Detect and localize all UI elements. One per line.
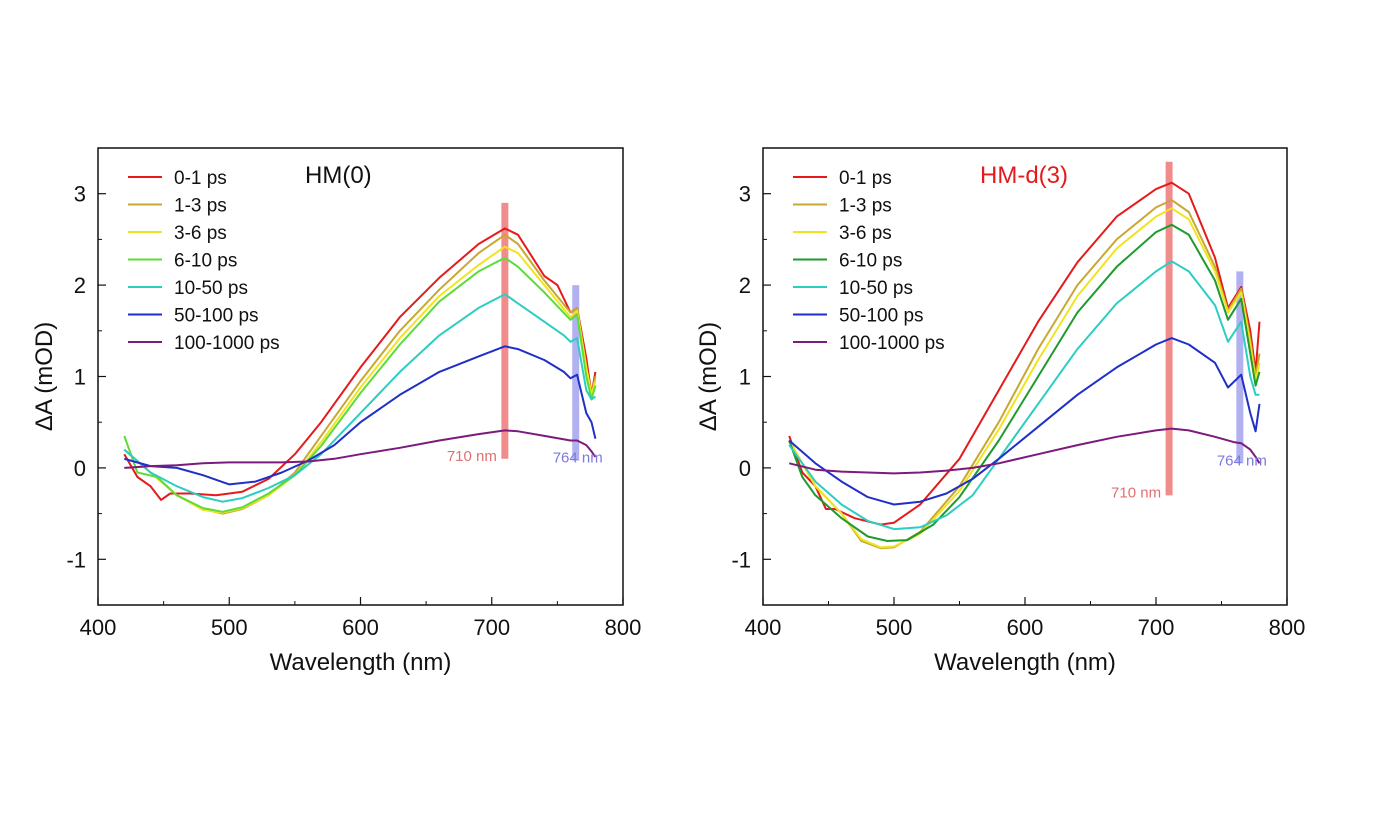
x-axis-title: Wavelength (nm) [934,649,1116,676]
series-line-3-6ps [788,207,1261,549]
series-line-50-100ps [788,337,1261,506]
series-line-10-50ps [123,293,596,503]
x-tick-label: 400 [80,615,117,640]
series-line-1-3ps [788,199,1261,550]
legend-label: 3-6 ps [174,223,227,244]
series-line-100-1000ps [124,429,597,469]
x-tick-label: 600 [342,615,379,640]
y-tick-label: 0 [74,456,86,481]
y-tick-label: -1 [731,547,751,572]
x-tick-label: 600 [1007,615,1044,640]
legend-label: 1-3 ps [174,196,227,217]
legend-label: 0-1 ps [174,168,227,189]
legend-label: 6-10 ps [174,251,237,272]
marker-label: 764 nm [1217,452,1267,469]
marker-label: 710 nm [1111,484,1161,501]
y-tick-label: 1 [739,365,751,390]
legend-label: 3-6 ps [839,223,892,244]
legend-label: 100-1000 ps [839,333,945,354]
legend-label: 0-1 ps [839,168,892,189]
y-tick-label: 3 [74,182,86,207]
legend-label: 6-10 ps [839,251,902,272]
y-tick-label: 3 [739,182,751,207]
chart-hm0: 710 nm 764 nm 400 500 600 700 800 -1 0 1 2 3 Wavelen… [31,147,642,676]
y-tick-label: -1 [66,547,86,572]
x-axis-title: Wavelength (nm) [270,649,452,676]
y-axis-title: ΔA (mOD) [695,322,722,431]
x-tick-label: 800 [605,615,642,640]
plot-frame [97,147,624,606]
y-tick-label: 0 [739,456,751,481]
legend-label: 10-50 ps [174,278,248,299]
y-tick-label: 1 [74,365,86,390]
legend-label: 50-100 ps [839,306,924,327]
y-tick-label: 2 [739,273,751,298]
legend-label: 10-50 ps [839,278,913,299]
legend-label: 1-3 ps [839,196,892,217]
x-tick-label: 800 [1269,615,1306,640]
series-line-3-6ps [123,245,597,514]
panel-title: HM(0) [305,162,372,189]
chart-hmd3: 710 nm 764 nm 400 500 600 700 800 -1 0 1 2 3 Wavelen… [695,147,1306,676]
plot-frame [762,147,1288,606]
x-tick-label: 700 [473,615,510,640]
y-axis-title: ΔA (mOD) [31,322,58,431]
x-tick-label: 500 [876,615,913,640]
series-line-50-100ps [124,345,597,486]
legend-label: 100-1000 ps [174,333,280,354]
x-tick-label: 700 [1138,615,1175,640]
legend-label: 50-100 ps [174,306,259,327]
y-tick-label: 2 [74,273,86,298]
series-line-1-3ps [123,233,597,515]
panel-title: HM-d(3) [980,162,1068,189]
x-tick-label: 500 [211,615,248,640]
marker-label: 764 nm [553,450,603,467]
marker-label: 710 nm [447,448,497,465]
x-tick-label: 400 [745,615,782,640]
series-line-10-50ps [788,260,1260,531]
series-line-6-10ps [123,256,597,513]
series-line-6-10ps [788,223,1261,542]
series-line-100-1000ps [788,427,1261,475]
